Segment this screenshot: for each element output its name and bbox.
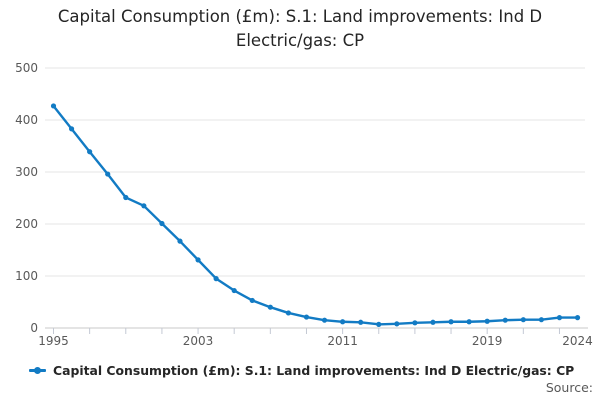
data-point-marker: [502, 317, 508, 323]
data-point-marker: [430, 319, 436, 325]
x-axis-label: 2019: [472, 334, 503, 348]
source-label: Source:: [545, 380, 593, 395]
data-point-marker: [412, 320, 418, 326]
data-point-marker: [267, 304, 273, 310]
x-axis-label: 1995: [38, 334, 69, 348]
x-axis-label: 2011: [327, 334, 358, 348]
data-point-marker: [394, 321, 400, 327]
data-point-marker: [105, 171, 111, 177]
line-chart-plot-area: 0 100 200 300 400 500 1995 2003 2011 2019 2024: [15, 61, 593, 348]
x-axis-label: 2003: [183, 334, 214, 348]
data-point-marker: [50, 103, 57, 109]
data-point-marker: [321, 317, 328, 323]
data-point-marker: [303, 314, 310, 320]
y-axis-label: 100: [15, 269, 38, 283]
legend-label: Capital Consumption (£m): S.1: Land impr…: [53, 363, 575, 378]
data-point-marker: [376, 321, 382, 327]
data-point-marker: [520, 317, 526, 323]
legend-line-dot-icon: [29, 363, 46, 378]
data-point-marker: [466, 319, 472, 325]
series-line: [52, 104, 579, 326]
y-axis-label: 300: [15, 165, 38, 179]
data-point-marker: [484, 318, 490, 324]
data-point-marker: [177, 238, 183, 244]
data-point-marker: [123, 194, 129, 201]
data-point-marker: [249, 297, 255, 304]
legend-dot: [34, 366, 41, 374]
chart-title: Capital Consumption (£m): S.1: Land impr…: [57, 7, 543, 50]
data-point-marker: [231, 287, 237, 294]
data-point-marker: [340, 319, 346, 325]
y-axis-label: 400: [15, 113, 38, 127]
y-axis-label: 500: [15, 61, 38, 75]
data-point-marker: [448, 319, 454, 325]
data-point-marker: [87, 149, 93, 155]
data-point-marker: [159, 220, 165, 227]
data-point-marker: [556, 315, 563, 321]
data-point-marker: [213, 276, 219, 282]
data-point-marker: [358, 319, 364, 325]
y-axis-label: 0: [30, 321, 38, 335]
data-point-marker: [285, 310, 292, 316]
data-point-marker: [538, 317, 544, 323]
data-point-marker: [68, 126, 75, 132]
legend: Capital Consumption (£m): S.1: Land impr…: [29, 363, 574, 378]
data-point-marker: [141, 203, 147, 209]
y-axis-label: 200: [15, 217, 38, 231]
data-point-marker: [574, 315, 581, 321]
data-point-marker: [195, 257, 201, 263]
x-axis-label: 2024: [562, 334, 593, 348]
